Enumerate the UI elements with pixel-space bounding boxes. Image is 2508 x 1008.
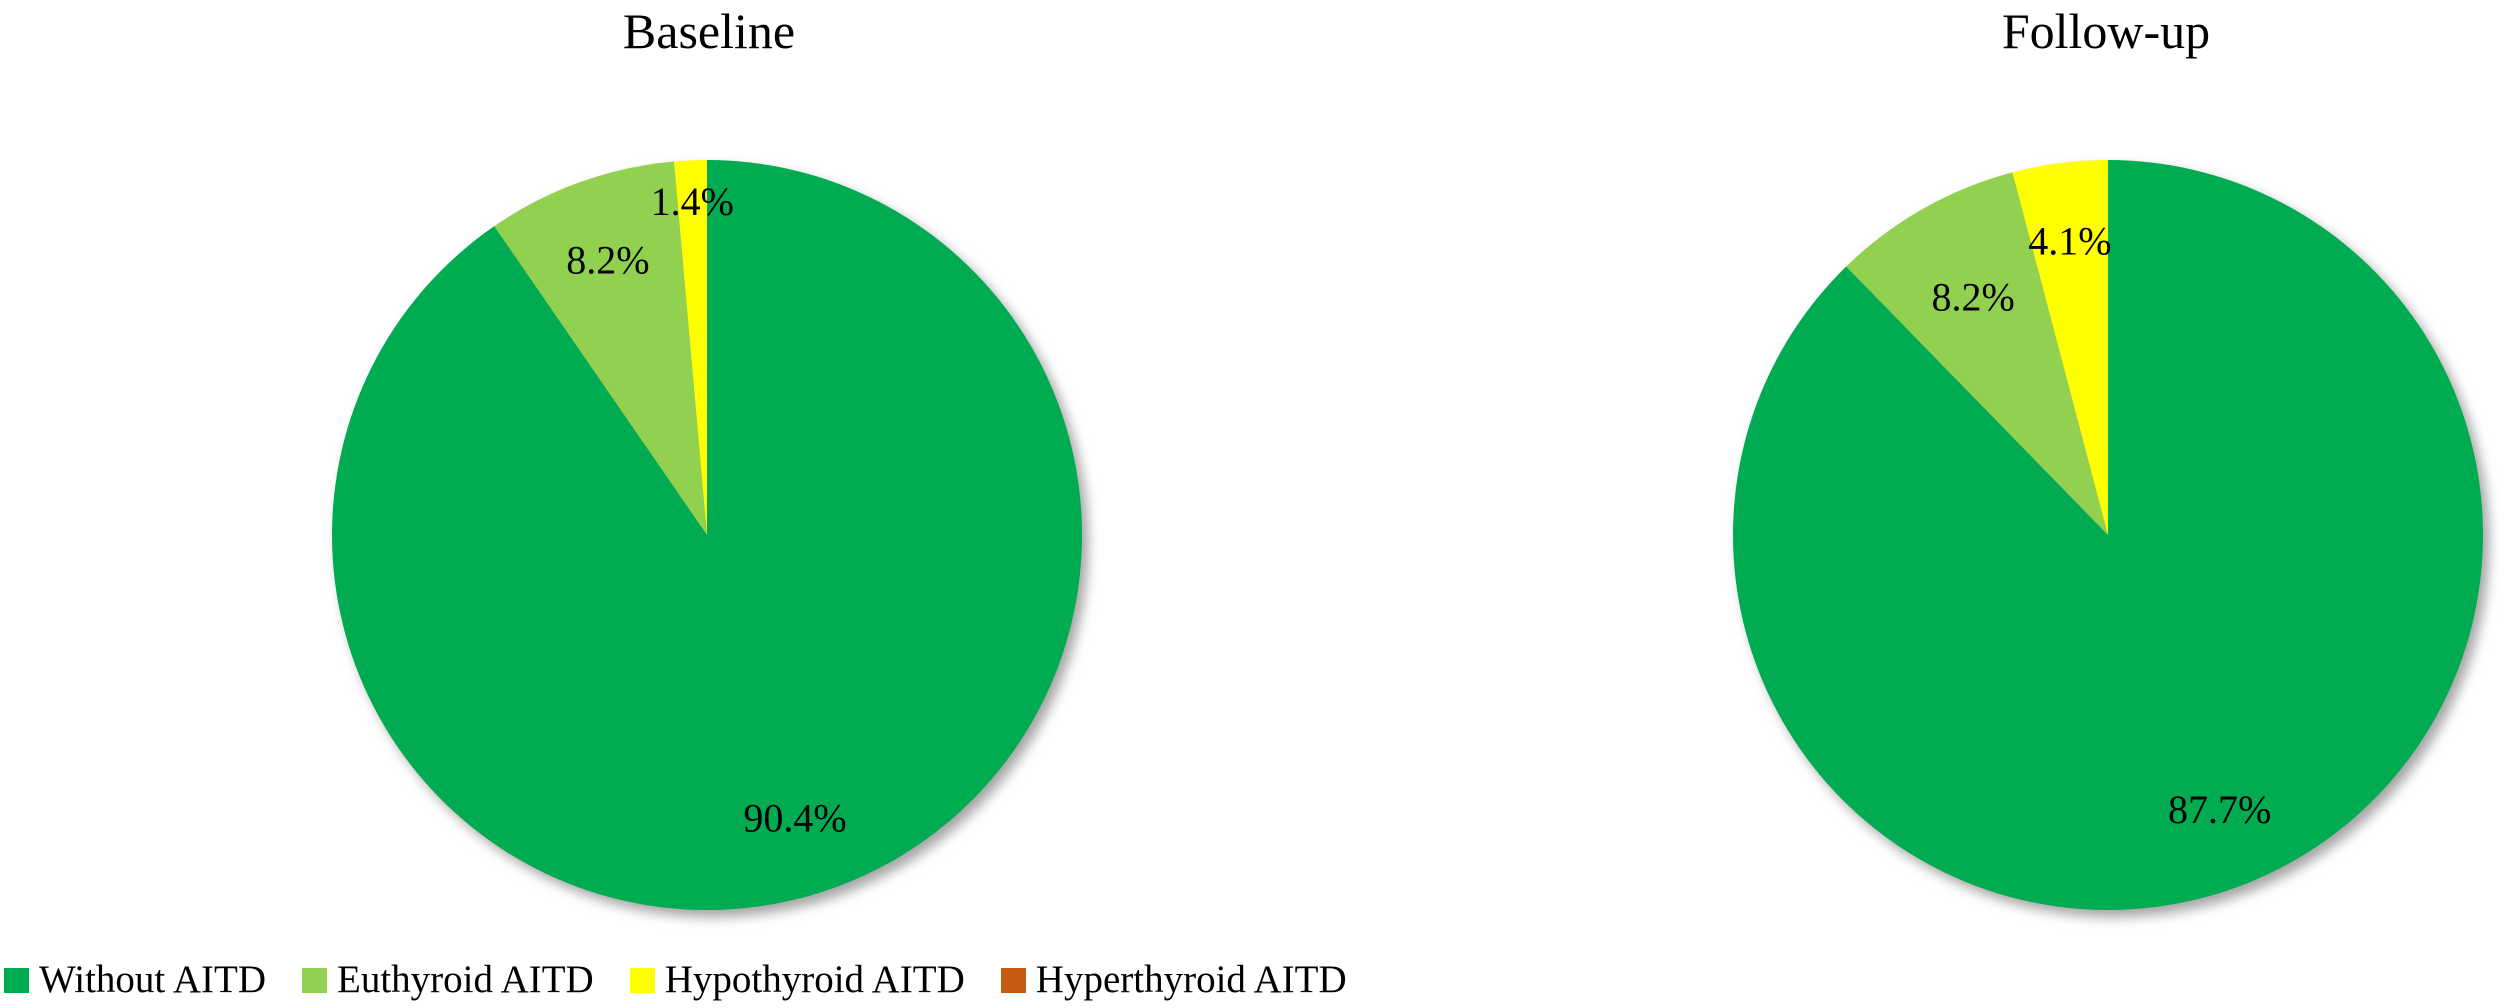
legend-item-euthyroid-aitd: Euthyroid AITD: [302, 958, 594, 1002]
legend-label-euthyroid-aitd: Euthyroid AITD: [337, 958, 594, 1001]
legend-swatch-euthyroid-aitd: [302, 967, 327, 993]
legend-item-hyperthyroid-aitd: Hyperthyroid AITD: [1000, 958, 1347, 1002]
legend-item-hypothyroid-aitd: Hypothyroid AITD: [629, 958, 965, 1002]
slice-label-euthyroid-aitd: 8.2%: [1931, 274, 2014, 319]
pie-slice-without-aitd: [1732, 160, 2483, 911]
slice-label-euthyroid-aitd: 8.2%: [566, 237, 649, 282]
pie-chart-followup: 87.7% 8.2% 4.1%: [1732, 160, 2483, 911]
slice-label-hypothyroid-aitd: 4.1%: [2028, 219, 2111, 264]
slice-label-without-aitd: 87.7%: [2168, 787, 2271, 832]
chart-title-followup: Follow-up: [2001, 3, 2211, 59]
legend: Without AITD Euthyroid AITD Hypothyroid …: [4, 958, 1347, 1002]
legend-item-without-aitd: Without AITD: [4, 958, 266, 1002]
legend-label-without-aitd: Without AITD: [39, 958, 266, 1001]
slice-label-without-aitd: 90.4%: [743, 795, 846, 840]
chart-title-baseline: Baseline: [622, 3, 796, 59]
legend-label-hypothyroid-aitd: Hypothyroid AITD: [664, 958, 965, 1001]
pie-slice-without-aitd: [331, 160, 1082, 911]
pie-slice-hypothyroid-aitd: [2012, 160, 2108, 535]
slice-label-hypothyroid-aitd: 1.4%: [651, 179, 734, 224]
legend-swatch-hypothyroid-aitd: [629, 967, 655, 993]
legend-label-hyperthyroid-aitd: Hyperthyroid AITD: [1035, 958, 1347, 1001]
pie-slice-euthyroid-aitd: [1846, 172, 2108, 535]
pie-slice-hypothyroid-aitd: [674, 160, 707, 535]
pie-slice-euthyroid-aitd: [494, 161, 707, 535]
legend-swatch-hyperthyroid-aitd: [1000, 967, 1026, 993]
legend-swatch-without-aitd: [4, 967, 29, 993]
pie-chart-baseline: 90.4% 8.2%1.4%: [331, 160, 1082, 911]
